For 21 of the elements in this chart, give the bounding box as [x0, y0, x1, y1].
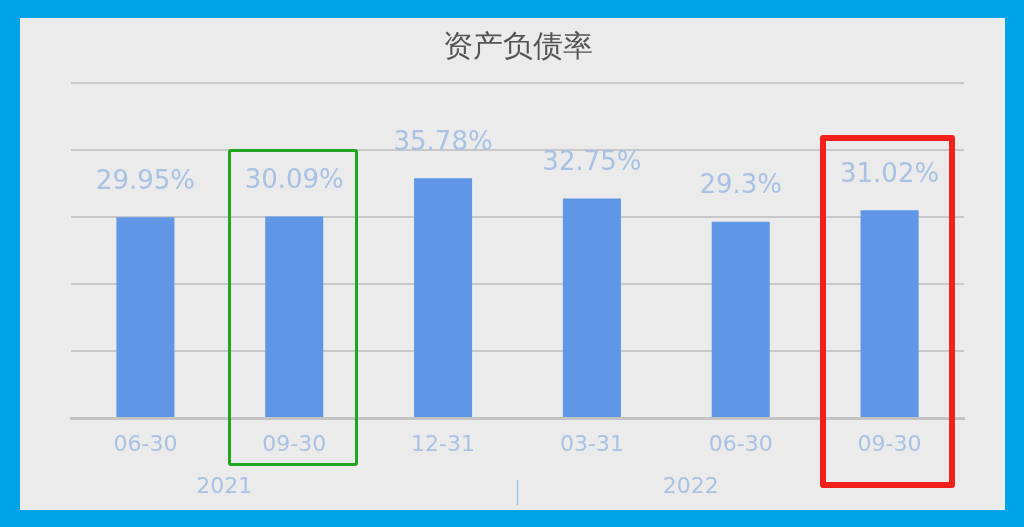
- data-label: 31.02%: [840, 157, 940, 188]
- bar: [860, 210, 919, 417]
- x-tick-label: 09-30: [262, 430, 327, 456]
- bar: [414, 178, 473, 417]
- x-tick-label: 06-30: [708, 430, 773, 456]
- x-tick-label: 12-31: [411, 430, 476, 456]
- text: 2022: [662, 472, 719, 498]
- bar: [265, 216, 324, 417]
- data-label: 30.09%: [244, 164, 344, 195]
- text: 2021: [196, 472, 253, 498]
- x-tick-label: 03-31: [559, 430, 624, 456]
- bar: [711, 221, 770, 417]
- data-label: 29.95%: [95, 165, 195, 196]
- x-tick-label: 06-30: [113, 430, 178, 456]
- data-label: 29.3%: [699, 169, 783, 200]
- x-tick-label: 09-30: [857, 430, 922, 456]
- bar: [562, 198, 621, 417]
- bar: [116, 217, 175, 417]
- chart-title: 资产负债率: [442, 27, 593, 63]
- data-label: 32.75%: [542, 146, 642, 177]
- data-label: 35.78%: [393, 126, 493, 157]
